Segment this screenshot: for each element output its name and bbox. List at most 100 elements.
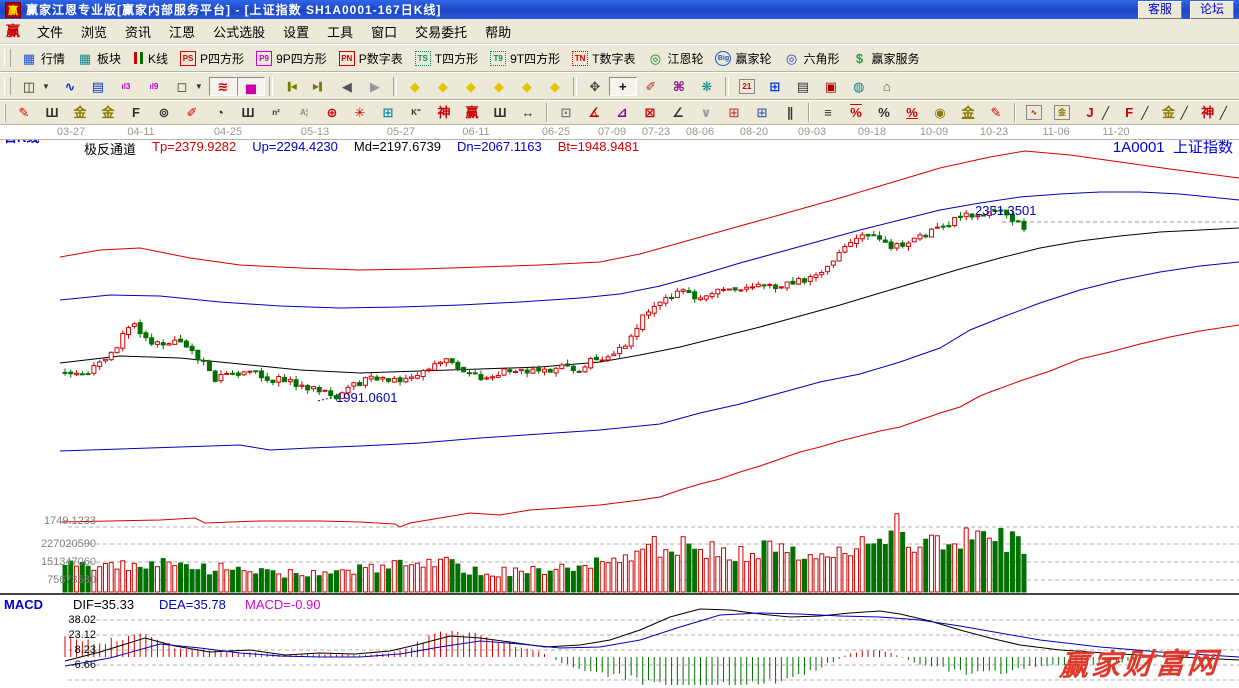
menu-item-2[interactable]: 资讯 (125, 24, 152, 40)
comb-grid-button[interactable]: Ш (38, 103, 66, 122)
k-quote-button[interactable]: K" (402, 103, 430, 122)
angle-line-gold-button[interactable]: 金 ╱ (1154, 103, 1193, 122)
mini-bars-9-button[interactable]: ıl9 (140, 77, 168, 96)
wide-comb-button[interactable]: Ш (486, 103, 514, 122)
period-layout-combo-button[interactable]: ◫ ▼ (15, 77, 56, 96)
pc-sync-button[interactable]: ⌂ (873, 77, 901, 96)
diamond-right-button[interactable]: ◆ (429, 77, 457, 96)
sectors-button[interactable]: ▦ 板块 (71, 48, 127, 69)
f-comb-button[interactable]: F (122, 103, 150, 122)
v-wave-button[interactable]: ∨ (692, 103, 720, 122)
price-list-button[interactable]: ≡ (814, 103, 842, 122)
menu-item-1[interactable]: 浏览 (81, 24, 108, 40)
step-forward-button[interactable]: ▶ (361, 77, 389, 96)
percent-button[interactable]: % (870, 103, 898, 122)
menu-item-6[interactable]: 工具 (327, 24, 354, 40)
target-circle-button[interactable]: ⊕ (318, 103, 346, 122)
diamond-contract-button[interactable]: ◆ (485, 77, 513, 96)
menu-item-4[interactable]: 公式选股 (213, 24, 266, 40)
candle-style-combo-button[interactable]: ◻ ▼ (168, 77, 209, 96)
brush-tool-button[interactable]: ✎ (10, 103, 38, 122)
menu-item-0[interactable]: 文件 (37, 24, 64, 40)
n-squared-button[interactable]: n² (262, 103, 290, 122)
angle-line-f-button[interactable]: F ╱ (1115, 103, 1154, 122)
pct-line-button[interactable]: % (898, 103, 926, 122)
calculator-button[interactable]: ⊞ (761, 77, 789, 96)
fan-lines-button[interactable]: ∡ (580, 103, 608, 122)
crosshair-tool-button[interactable]: + (608, 76, 637, 96)
diamond-star-button[interactable]: ◆ (541, 77, 569, 96)
notepad-button[interactable]: ▤ (789, 77, 817, 96)
menu-item-9[interactable]: 帮助 (485, 24, 512, 40)
toolbar-grip[interactable] (4, 103, 6, 122)
h-measure-button[interactable]: ↔ (514, 103, 542, 122)
fan-box-button[interactable]: ⊿ (608, 103, 636, 122)
angle-line-shen-button[interactable]: 神 ╱ (1194, 103, 1233, 122)
step-back-button[interactable]: ◀ (333, 77, 361, 96)
color-histogram-button[interactable]: ▅ (236, 76, 265, 96)
corner-box-button[interactable]: ⊡ (552, 103, 580, 122)
calendar-button[interactable]: 21 (733, 77, 761, 96)
angle-lines-button[interactable]: ∠ (664, 103, 692, 122)
dot-grid-blue-button[interactable]: ⊞ (748, 103, 776, 122)
quotes-button[interactable]: ▦ 行情 (15, 48, 71, 69)
gann-wheel-button[interactable]: ◎ 江恩轮 (641, 48, 709, 69)
menu-item-3[interactable]: 江恩 (169, 24, 196, 40)
mini-bars-3-button[interactable]: ıl3 (112, 77, 140, 96)
fan-box-2-button[interactable]: ⊠ (636, 103, 664, 122)
menu-item-8[interactable]: 交易委托 (415, 24, 468, 40)
jump-last-button[interactable]: ▶▌ (305, 77, 333, 96)
gold-circle-button[interactable]: ◉ (926, 103, 954, 122)
gold-comb-button[interactable]: 金 (66, 103, 94, 122)
win-grid-button[interactable]: 赢 (458, 103, 486, 122)
time-wheel-button[interactable]: ◔ (206, 103, 234, 122)
kline-button[interactable]: K线 (127, 48, 174, 69)
parallel-lines-button[interactable]: ∥ (776, 103, 804, 122)
9p-square-button[interactable]: P9 9P四方形 (250, 48, 333, 69)
customer-service-button[interactable]: 客服 (1137, 0, 1182, 19)
t-square-button[interactable]: TS T四方形 (409, 48, 484, 69)
hexagon-button[interactable]: ◎ 六角形 (778, 48, 846, 69)
title-bar[interactable]: 赢 赢家江恩专业版[赢家内部服务平台] - [上证指数 SH1A0001-167… (0, 0, 1239, 19)
red-wave-button[interactable]: ≋ (208, 76, 237, 96)
menu-item-5[interactable]: 设置 (283, 24, 310, 40)
overlay-wave-button[interactable]: ∿ (56, 77, 84, 96)
brush-3-button[interactable]: ✎ (982, 103, 1010, 122)
toolbar-grip[interactable] (4, 49, 11, 67)
gold-box-button[interactable]: 金 (1048, 103, 1076, 122)
p-square-button[interactable]: PS P四方形 (174, 48, 250, 69)
gann-shape-tool-button[interactable]: ⌘ (665, 77, 693, 96)
analysis-tool-button[interactable]: ❋ (693, 77, 721, 96)
forum-button[interactable]: 论坛 (1189, 0, 1234, 19)
t-table-button[interactable]: TN T数字表 (566, 48, 641, 69)
dot-grid-red-button[interactable]: ⊞ (720, 103, 748, 122)
spiral-9-button[interactable]: ⊚ (150, 103, 178, 122)
network-globe-button[interactable]: ◍ (845, 77, 873, 96)
hand-tool-button[interactable]: ✥ (581, 77, 609, 96)
angle-line-win-button[interactable]: 赢╱ (1233, 103, 1239, 122)
shen-grid-button[interactable]: 神 (430, 103, 458, 122)
p-table-button[interactable]: PN P数字表 (333, 48, 409, 69)
brush-2-button[interactable]: ✐ (178, 103, 206, 122)
winner-wheel-button[interactable]: Big 赢家轮 (709, 48, 777, 69)
toolbar-grip[interactable] (4, 77, 11, 95)
pin-tool-button[interactable]: ✐ (637, 77, 665, 96)
pct-retrace-button[interactable]: % (842, 103, 870, 122)
star-grid-button[interactable]: ✳ (346, 103, 374, 122)
comb-2-button[interactable]: Ш (234, 103, 262, 122)
jump-first-button[interactable]: ▐◀ (277, 77, 305, 96)
gold-comb-2-button[interactable]: 金 (94, 103, 122, 122)
diamond-expand-button[interactable]: ◆ (457, 77, 485, 96)
wave-box-button[interactable]: ∿ (1020, 103, 1048, 122)
diamond-cross-button[interactable]: ◆ (513, 77, 541, 96)
angle-line-j-button[interactable]: J ╱ (1076, 103, 1115, 122)
save-floppy-button[interactable]: ▣ (817, 77, 845, 96)
gold-line-button[interactable]: 金 (954, 103, 982, 122)
blue-grid-button[interactable]: ⊞ (374, 103, 402, 122)
info-note-button[interactable]: ▤ (84, 77, 112, 96)
winner-service-button[interactable]: $ 赢家服务 (846, 48, 926, 69)
9t-square-button[interactable]: T9 9T四方形 (484, 48, 566, 69)
menu-item-7[interactable]: 窗口 (371, 24, 398, 40)
a-mirror-button[interactable]: A¦ (290, 103, 318, 122)
